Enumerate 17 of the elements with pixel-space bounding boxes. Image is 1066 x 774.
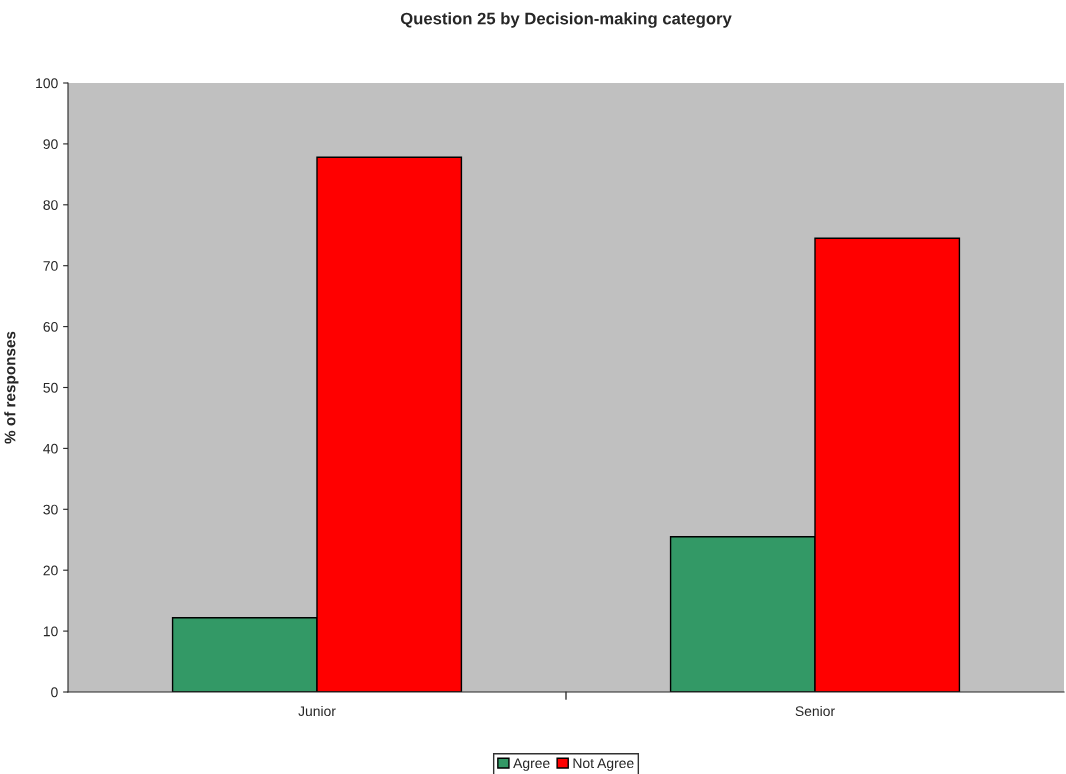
legend-label: Agree [513,758,550,771]
y-tick-label: 50 [43,382,58,393]
x-tick-label: Junior [298,705,336,717]
y-tick-label: 100 [36,78,58,89]
y-tick-label: 40 [43,443,58,454]
y-tick-label: 60 [43,321,58,332]
y-tick-label: 80 [43,200,58,210]
y-tick-label: 0 [51,687,58,698]
legend-label: Not Agree [573,758,634,771]
x-tick-label: Senior [795,705,835,717]
y-axis-title: % of responses [4,331,19,444]
y-tick-label: 30 [43,504,58,515]
y-tick-label: 20 [43,565,58,576]
y-tick-label: 90 [43,139,58,150]
y-tick-label: 10 [43,626,58,637]
y-tick-label: 70 [43,261,58,271]
chart-title: Question 25 by Decision-making category [400,12,732,28]
